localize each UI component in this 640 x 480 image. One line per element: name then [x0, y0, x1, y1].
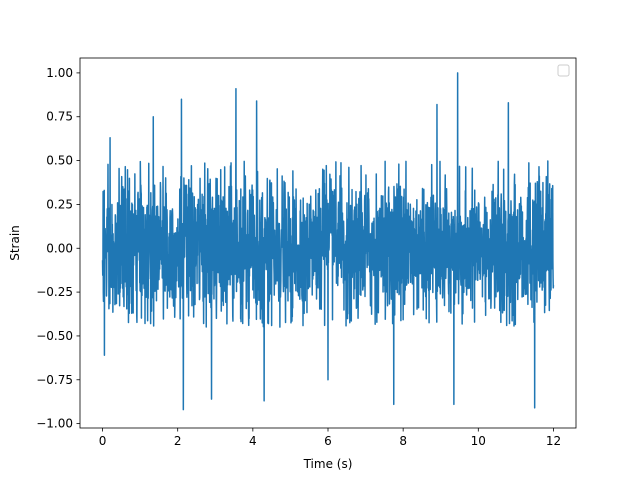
y-axis-ticks: −1.00 −0.75 −0.50 −0.25 0.00 0.25 0.50 0.75 1.00 — [36, 66, 80, 431]
y-tick-label: 0.50 — [46, 154, 73, 168]
y-tick-label: 1.00 — [46, 66, 73, 80]
x-tick-label: 6 — [324, 434, 332, 448]
x-axis-label: Time (s) — [303, 457, 353, 471]
strain-series-line — [101, 72, 555, 411]
y-tick-label: 0.75 — [46, 110, 73, 124]
x-tick-label: 10 — [471, 434, 486, 448]
y-tick-label: −1.00 — [36, 417, 73, 431]
x-tick-label: 12 — [546, 434, 561, 448]
x-axis-ticks: 0 2 4 6 8 10 12 — [99, 428, 561, 448]
y-axis-label: Strain — [8, 225, 22, 261]
x-tick-label: 4 — [249, 434, 257, 448]
x-tick-label: 0 — [99, 434, 107, 448]
y-tick-label: 0.25 — [46, 197, 73, 211]
x-tick-label: 8 — [399, 434, 407, 448]
legend-box — [557, 64, 570, 77]
y-tick-label: −0.50 — [36, 329, 73, 343]
y-tick-label: −0.75 — [36, 373, 73, 387]
series-layer — [101, 72, 555, 411]
y-tick-label: 0.00 — [46, 241, 73, 255]
x-tick-label: 2 — [174, 434, 182, 448]
y-tick-label: −0.25 — [36, 285, 73, 299]
